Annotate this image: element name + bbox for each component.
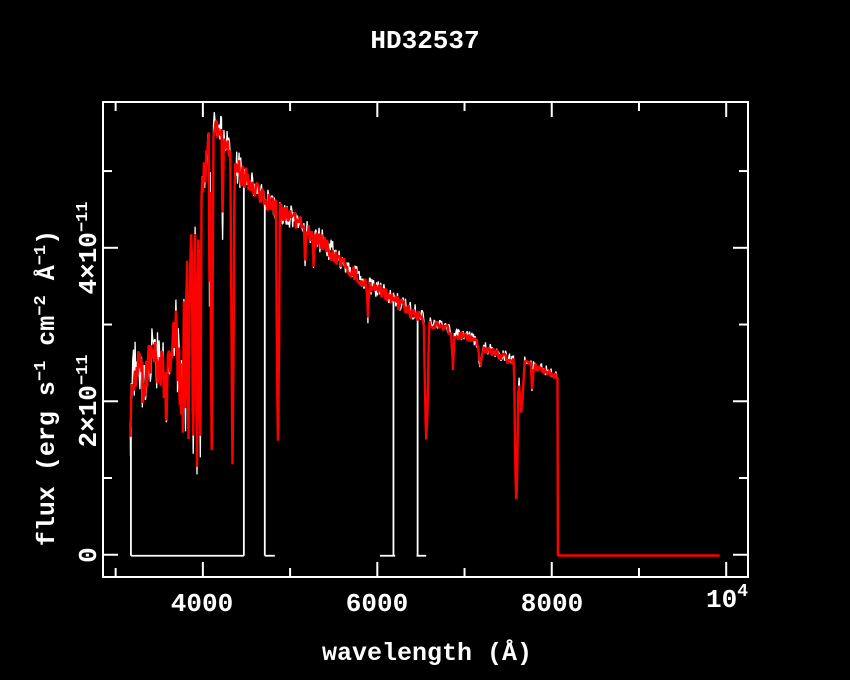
x-tick-label-8000: 8000 — [521, 589, 583, 619]
plot-frame — [102, 101, 749, 578]
y-axis-label: flux (erg s−1 cm−2 Å−1) — [32, 230, 62, 546]
x-axis-label: wavelength (Å) — [322, 639, 532, 668]
primary-spectrum-layer — [129, 119, 720, 557]
y-tick-label-2e-11: 2×10−11 — [74, 354, 104, 447]
tick-marks — [104, 103, 747, 576]
y-tick-label-0: 0 — [74, 547, 104, 563]
y-tick-label-4e-11: 4×10−11 — [74, 201, 104, 294]
x-tick-label-4000: 4000 — [171, 589, 233, 619]
plot-title: HD32537 — [370, 26, 479, 56]
reference-zero-artifacts — [130, 175, 427, 557]
primary-spectrum-line — [129, 119, 720, 557]
x-tick-label-6000: 6000 — [346, 589, 408, 619]
x-tick-label-10e4: 104 — [706, 582, 748, 615]
